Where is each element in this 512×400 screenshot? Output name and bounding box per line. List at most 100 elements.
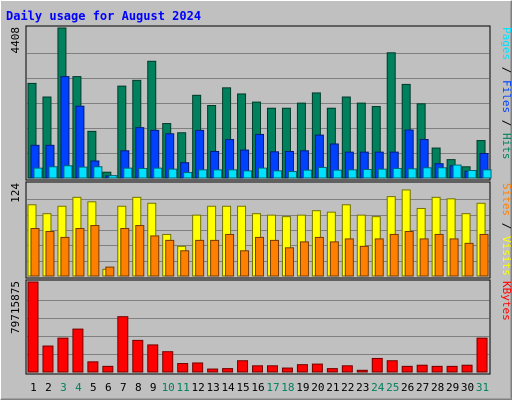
day-29-bot-bars (446, 365, 458, 373)
day-11-mid-bars (177, 245, 190, 277)
bar-kbytes (72, 328, 84, 373)
day-22-top-bars (341, 96, 357, 179)
x-tick-label: 24 (371, 381, 385, 394)
x-tick-label: 19 (296, 381, 309, 394)
legend-part: / (500, 113, 512, 133)
day-20-bot-bars (311, 363, 323, 373)
bar-pages (392, 167, 402, 179)
day-13-mid-bars (207, 205, 220, 277)
bar-kbytes (132, 339, 144, 373)
bar-kbytes (252, 365, 264, 373)
bar-kbytes (102, 365, 114, 373)
day-25-mid-bars (386, 196, 399, 277)
x-tick-label: 5 (90, 381, 97, 394)
day-20-mid-bars (311, 210, 324, 277)
day-28-bot-bars (431, 365, 443, 373)
day-28-top-bars (431, 147, 447, 179)
bar-sites (105, 266, 115, 277)
bar-kbytes (27, 281, 39, 373)
bar-kbytes (386, 360, 398, 373)
legend-part: Sites (500, 183, 512, 216)
bar-sites (479, 233, 489, 277)
x-tick-label: 30 (461, 381, 474, 394)
bar-kbytes (117, 316, 129, 373)
bar-pages (183, 172, 193, 179)
x-tick-label: 6 (105, 381, 112, 394)
x-tick-label: 20 (311, 381, 324, 394)
legend-part: Visits (500, 236, 512, 276)
bar-sites (434, 233, 444, 277)
bar-pages (272, 170, 282, 179)
day-29-top-bars (446, 159, 462, 179)
day-10-bot-bars (162, 351, 174, 373)
day-1-bot-bars (27, 281, 39, 373)
day-26-mid-bars (401, 189, 414, 277)
day-12-mid-bars (192, 214, 205, 277)
day-18-mid-bars (281, 216, 294, 277)
legend-part: Hits (500, 133, 512, 160)
bar-pages (33, 167, 43, 179)
x-tick-label: 1 (30, 381, 37, 394)
panel-bot: 79715875 KBytes (9, 279, 512, 375)
day-11-top-bars (177, 132, 193, 179)
day-8-top-bars (132, 79, 148, 179)
bar-kbytes (222, 368, 234, 373)
day-22-mid-bars (341, 204, 354, 277)
day-1-top-bars (27, 82, 43, 179)
day-14-mid-bars (222, 205, 235, 277)
bar-pages (302, 169, 312, 179)
bar-sites (195, 239, 205, 277)
day-24-top-bars (371, 106, 387, 179)
day-19-bot-bars (296, 364, 308, 373)
x-tick-label: 12 (192, 381, 205, 394)
bar-sites (359, 245, 369, 277)
day-9-top-bars (147, 60, 163, 179)
day-9-bot-bars (147, 344, 159, 373)
day-19-top-bars (296, 102, 312, 179)
day-31-bot-bars (476, 337, 488, 373)
bar-sites (299, 241, 309, 277)
day-27-top-bars (416, 103, 432, 179)
bar-pages (258, 167, 268, 179)
bar-pages (482, 169, 492, 179)
bar-sites (225, 233, 235, 277)
bar-sites (150, 235, 160, 277)
day-25-bot-bars (386, 360, 398, 373)
day-29-mid-bars (446, 198, 459, 277)
y-max-label: 4408 (9, 27, 22, 54)
day-24-mid-bars (371, 216, 384, 277)
day-31-mid-bars (476, 202, 489, 277)
bar-kbytes (446, 365, 458, 373)
bar-pages (347, 169, 357, 179)
bar-pages (407, 168, 417, 179)
bar-kbytes (87, 361, 99, 373)
day-18-bot-bars (281, 367, 293, 373)
panel-mid: 124 Sites / Visits (9, 181, 512, 279)
day-6-mid-bars (102, 266, 115, 277)
bar-sites (314, 236, 324, 277)
day-17-mid-bars (266, 214, 279, 277)
day-30-bot-bars (461, 364, 473, 373)
day-11-bot-bars (177, 363, 189, 373)
bar-kbytes (281, 367, 293, 373)
day-15-mid-bars (237, 205, 250, 277)
bar-kbytes (416, 364, 428, 373)
day-3-bot-bars (57, 337, 69, 373)
bar-sites (165, 239, 175, 277)
bar-kbytes (237, 360, 249, 373)
day-7-mid-bars (117, 205, 130, 277)
day-21-mid-bars (326, 211, 339, 277)
day-2-top-bars (42, 96, 58, 179)
bar-sites (269, 239, 279, 277)
bar-pages (377, 168, 387, 179)
bar-sites (284, 247, 294, 277)
day-27-bot-bars (416, 364, 428, 373)
x-tick-label: 25 (386, 381, 399, 394)
x-tick-label: 9 (150, 381, 157, 394)
bar-pages (362, 168, 372, 179)
bar-pages (332, 169, 342, 179)
bar-kbytes (431, 365, 443, 373)
day-2-bot-bars (42, 345, 54, 373)
bar-sites (90, 225, 100, 277)
panel-background (25, 279, 491, 375)
